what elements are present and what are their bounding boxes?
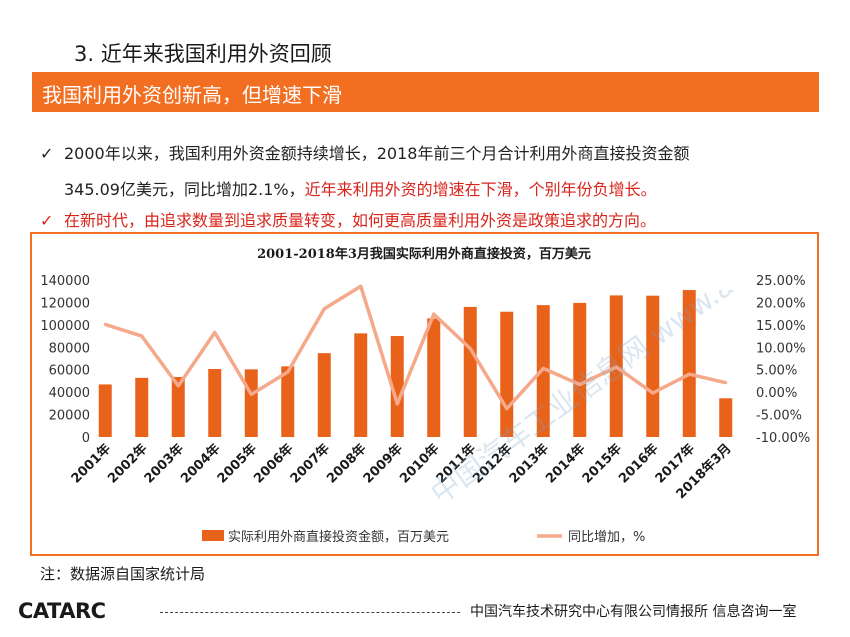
x-tick-label: 2011年 (433, 441, 479, 487)
y-left-tick-label: 20000 (49, 409, 90, 424)
chart-title: 2001-2018年3月我国实际利用外商直接投资，百万美元 (257, 246, 591, 262)
bullet-2: ✓ 在新时代，由追求数量到追求质量转变，如何更高质量利用外资是政策追求的方向。 (40, 207, 656, 231)
x-tick-label: 2010年 (396, 441, 442, 487)
growth-point (505, 407, 509, 411)
bar (500, 311, 514, 437)
growth-point (249, 392, 253, 396)
bar (171, 376, 185, 437)
bullet-1-line-2: 345.09亿美元，同比增加2.1%，近年来利用外资的增速在下滑，个别年份负增长… (64, 176, 657, 200)
growth-point (286, 370, 290, 374)
bar (98, 384, 112, 437)
bar (536, 305, 550, 437)
growth-point (140, 334, 144, 338)
bullet-1-line-2-text: 345.09亿美元，同比增加2.1%， (64, 180, 305, 199)
y-left-tick-label: 40000 (49, 386, 90, 401)
growth-point (724, 381, 728, 385)
chart-frame: 2001-2018年3月我国实际利用外商直接投资，百万美元 0 20000 40000… (30, 232, 819, 556)
growth-point (176, 384, 180, 388)
legend-label-bar: 实际利用外商直接投资金额，百万美元 (228, 529, 449, 545)
x-tick-label: 2003年 (141, 441, 187, 487)
footer-rule (160, 612, 460, 613)
fdi-chart: 2001-2018年3月我国实际利用外商直接投资，百万美元 0 20000 40000… (40, 246, 810, 545)
catarc-logo: CATARC (18, 599, 106, 622)
bar (646, 295, 660, 437)
y-left-tick-label: 80000 (49, 341, 90, 356)
y-right-tick-label: -10.00% (756, 431, 810, 446)
y-left-tick-label: 100000 (40, 319, 90, 334)
growth-point (614, 365, 618, 369)
bar (244, 369, 258, 437)
bar (463, 306, 477, 437)
bar (682, 290, 696, 437)
y-left-tick-label: 60000 (49, 364, 90, 379)
bar (573, 302, 587, 437)
checkmark-icon: ✓ (40, 144, 54, 163)
footer-org: 中国汽车技术研究中心有限公司情报所 信息咨询一室 (470, 604, 797, 620)
growth-point (578, 383, 582, 387)
x-tick-label: 2006年 (250, 441, 296, 487)
x-tick-label: 2004年 (177, 441, 223, 487)
x-tick-label: 2008年 (323, 441, 369, 487)
x-tick-label: 2015年 (579, 441, 625, 487)
section-title: 3. 近年来我国利用外资回顾 (74, 42, 332, 66)
bar (208, 369, 222, 437)
bar (281, 366, 295, 437)
growth-point (468, 347, 472, 351)
y-right-tick-label: -5.00% (756, 409, 802, 424)
y-right-tick-label: 0.00% (756, 386, 797, 401)
y-left-tick-label: 0 (82, 431, 90, 446)
bar (135, 377, 149, 437)
headline-banner: 我国利用外资创新高，但增速下滑 (32, 72, 819, 112)
x-tick-label: 2013年 (506, 441, 552, 487)
x-tick-label: 2014年 (542, 441, 588, 487)
growth-point (541, 366, 545, 370)
growth-point (322, 307, 326, 311)
bar (317, 353, 331, 437)
legend-swatch-bar (202, 530, 224, 541)
growth-point (359, 284, 363, 288)
growth-line (104, 284, 727, 411)
growth-point (651, 391, 655, 395)
x-tick-label: 2002年 (104, 441, 150, 487)
growth-point (213, 330, 217, 334)
headline-banner-text: 我国利用外资创新高，但增速下滑 (42, 83, 342, 107)
x-tick-label: 2009年 (360, 441, 406, 487)
bullet-1: ✓ 2000年以来，我国利用外资金额持续增长，2018年前三个月合计利用外商直接投… (40, 140, 689, 164)
growth-point (687, 372, 691, 376)
y-right-tick-label: 25.00% (756, 274, 806, 289)
growth-point (103, 322, 107, 326)
bar (354, 333, 368, 437)
legend-label-line: 同比增加，% (568, 530, 645, 545)
bar (390, 336, 404, 437)
y-right-tick-label: 20.00% (756, 296, 806, 311)
bullet-1-line-1: 2000年以来，我国利用外资金额持续增长，2018年前三个月合计利用外商直接投资… (64, 144, 690, 163)
y-left-tick-label: 120000 (40, 296, 90, 311)
y-right-tick-label: 10.00% (756, 341, 806, 356)
bullet-2-text: 在新时代，由追求数量到追求质量转变，如何更高质量利用外资是政策追求的方向。 (64, 211, 657, 230)
x-tick-label: 2001年 (68, 441, 114, 487)
growth-point (395, 402, 399, 406)
bar (427, 318, 441, 437)
bullet-1-highlight: 近年来利用外资的增速在下滑，个别年份负增长。 (304, 180, 657, 199)
checkmark-icon: ✓ (40, 211, 54, 230)
x-tick-label: 2005年 (214, 441, 260, 487)
y-left-tick-label: 140000 (40, 274, 90, 289)
x-tick-label: 2012年 (469, 441, 515, 487)
catarc-logo-text: CATARC (18, 599, 106, 622)
growth-point (432, 312, 436, 316)
x-tick-label: 2016年 (615, 441, 661, 487)
x-tick-label: 2007年 (287, 441, 333, 487)
source-note: 注：数据源自国家统计局 (40, 565, 206, 583)
y-right-tick-label: 15.00% (756, 319, 806, 334)
y-right-tick-label: 5.00% (756, 364, 797, 379)
bar (719, 398, 733, 437)
